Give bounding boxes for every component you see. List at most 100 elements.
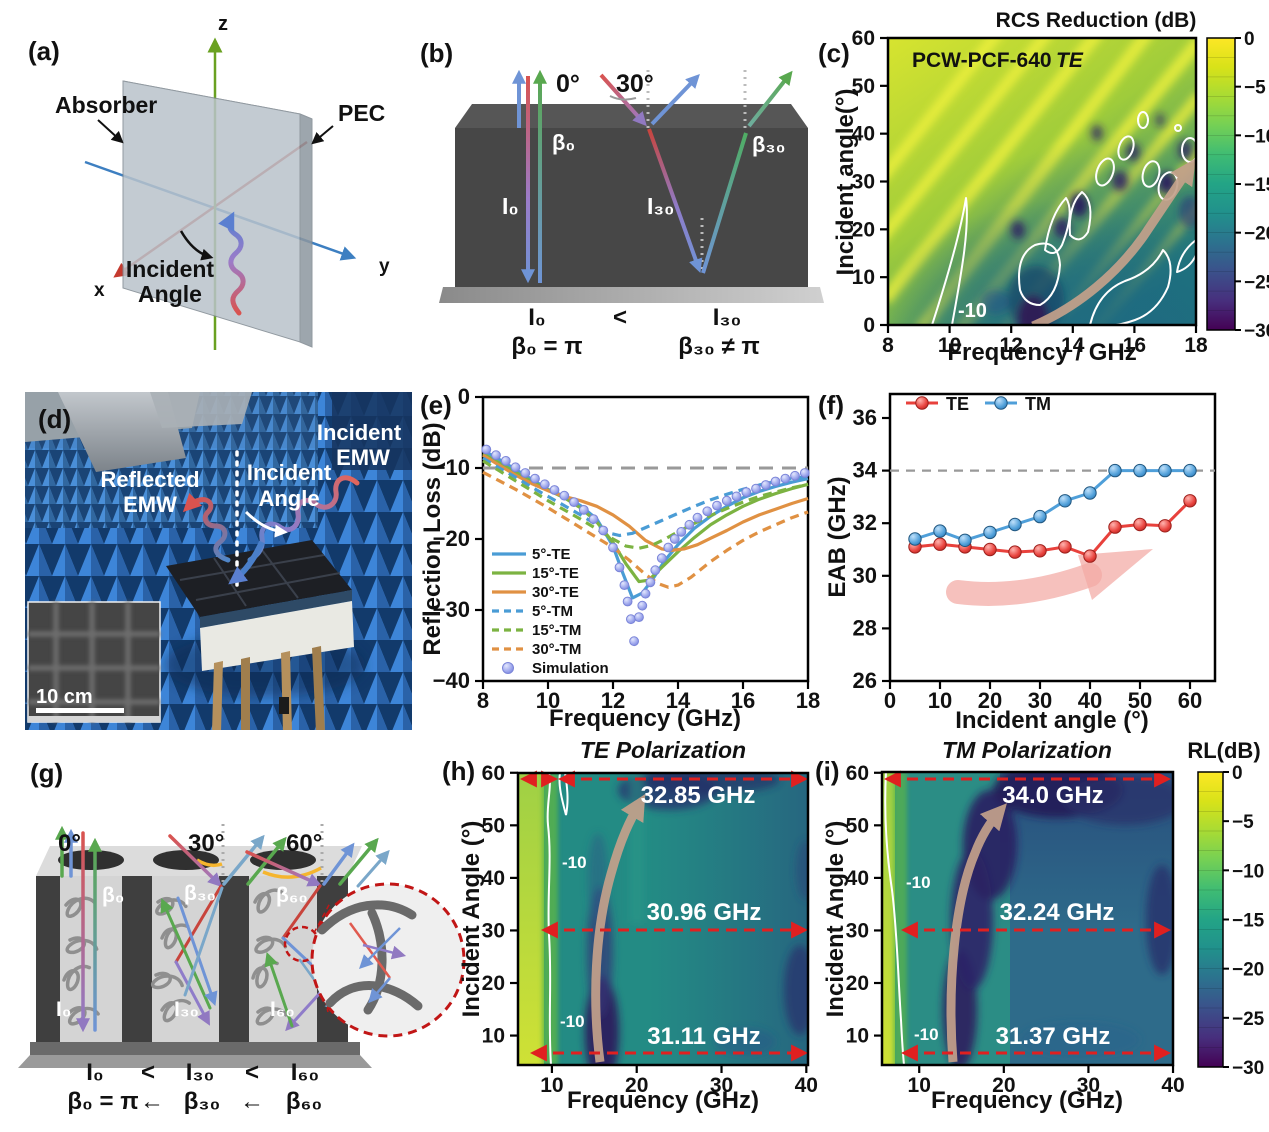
x-axis-label: x bbox=[94, 280, 105, 301]
svg-text:40: 40 bbox=[1078, 688, 1102, 713]
svg-text:20: 20 bbox=[978, 688, 1002, 713]
angle-arc-30deg bbox=[609, 95, 637, 101]
g-eq1-lt1: < bbox=[141, 1059, 155, 1086]
eq-beta0: β₀ = π bbox=[511, 333, 582, 360]
svg-text:−10: −10 bbox=[1244, 126, 1269, 147]
panel-label-g: (g) bbox=[30, 758, 63, 788]
panel-label-b: (b) bbox=[420, 38, 453, 68]
svg-text:−5: −5 bbox=[1232, 812, 1254, 833]
reflected-emw-label2: EMW bbox=[123, 492, 177, 517]
svg-text:60: 60 bbox=[852, 27, 875, 50]
incident-angle-label1: Incident bbox=[247, 460, 332, 485]
c-title: RCS Reduction (dB) bbox=[996, 9, 1197, 32]
svg-text:10: 10 bbox=[852, 266, 875, 289]
svg-text:60: 60 bbox=[482, 762, 505, 785]
svg-text:50: 50 bbox=[852, 75, 875, 98]
svg-text:10: 10 bbox=[536, 688, 560, 713]
svg-text:15°-TE: 15°-TE bbox=[532, 565, 579, 582]
svg-text:0: 0 bbox=[458, 384, 470, 409]
pec-pointer-arrow bbox=[311, 125, 334, 145]
g-deg60: 60° bbox=[286, 830, 322, 857]
h-xlabel: Frequency (GHz) bbox=[567, 1087, 759, 1114]
i-ann-mid: 32.24 GHz bbox=[1000, 899, 1115, 926]
g-deg30: 30° bbox=[188, 830, 224, 857]
h-ann-mid: 30.96 GHz bbox=[647, 899, 762, 926]
absorber-plate bbox=[122, 80, 313, 348]
absorber-label: Absorber bbox=[55, 92, 157, 118]
beta30-label: β₃₀ bbox=[752, 132, 786, 157]
h-axis-ticks: 10 20 30 40 10 20 30 40 50 60 bbox=[482, 762, 818, 1097]
z-axis-label: z bbox=[218, 13, 228, 35]
c-sample-label: PCW-PCF-640 bbox=[912, 49, 1052, 72]
panel-label-a: (a) bbox=[28, 36, 60, 66]
h-plot-frame bbox=[516, 771, 810, 1067]
pore-openings bbox=[58, 850, 316, 870]
svg-text:5°-TM: 5°-TM bbox=[532, 603, 573, 620]
svg-text:36: 36 bbox=[853, 405, 877, 430]
angle-arc-60 bbox=[262, 866, 322, 879]
g-i60: I₆₀ bbox=[270, 998, 295, 1021]
i-title: TM Polarization bbox=[942, 737, 1112, 763]
incident-angle-arc-arrow bbox=[179, 230, 214, 261]
panel-label-e: (e) bbox=[420, 390, 452, 420]
svg-text:−20: −20 bbox=[433, 526, 470, 551]
h-contour-label1: -10 bbox=[562, 853, 587, 872]
c-contour-label: -10 bbox=[958, 300, 987, 322]
svg-text:−10: −10 bbox=[1232, 861, 1264, 882]
incident-emw-label2: EMW bbox=[336, 445, 390, 470]
hi-colorbar bbox=[1197, 771, 1224, 1068]
i-ann-top: 34.0 GHz bbox=[1002, 782, 1103, 809]
svg-text:30°-TM: 30°-TM bbox=[532, 641, 581, 658]
c-polarization-label: TE bbox=[1056, 49, 1084, 72]
reflected-emw-wave bbox=[182, 492, 231, 563]
scalebar-label: 10 cm bbox=[36, 686, 93, 708]
panel-g-schematic: (g) bbox=[18, 758, 466, 1115]
g-eq2-ar2: ← bbox=[240, 1088, 264, 1115]
pink-trend-arrow-body bbox=[946, 563, 1102, 606]
absorber-pointer-arrow bbox=[97, 119, 124, 144]
i30-label: I₃₀ bbox=[647, 193, 674, 219]
incident-angle-label-line1: Incident bbox=[126, 256, 215, 282]
i-axis-ticks: 10 20 30 40 10 20 30 40 50 60 0 −5 −10 −15 −20 −25 −30 bbox=[846, 762, 1265, 1097]
svg-text:16: 16 bbox=[731, 688, 755, 713]
i-plot-frame bbox=[880, 770, 1175, 1067]
h-heat-field bbox=[518, 773, 808, 1065]
tan-trend-arrow-c bbox=[1031, 158, 1196, 325]
panel-b-schematic: (b) 0° 30° β₀ β₃₀ I₀ I₃₀ I₀ < I₃₀ β₀ = π… bbox=[420, 38, 824, 360]
svg-text:0: 0 bbox=[1244, 29, 1255, 50]
i-contour-label1: -10 bbox=[906, 873, 931, 892]
i-contour-label2: -10 bbox=[914, 1025, 939, 1044]
horn-antenna bbox=[58, 392, 186, 472]
svg-text:−5: −5 bbox=[1244, 78, 1266, 99]
g-eq2-b30: β₃₀ bbox=[184, 1088, 221, 1115]
svg-text:20: 20 bbox=[992, 1074, 1015, 1097]
c-absorption-blobs bbox=[981, 113, 1196, 325]
svg-text:10: 10 bbox=[482, 1025, 505, 1048]
g-eq2-b0: β₀ = π bbox=[67, 1088, 138, 1115]
svg-text:8: 8 bbox=[882, 334, 894, 357]
panel-f-eab: (f) 0 10 20 30 40 50 60 26 28 30 32 34 36 TE TM Incide… bbox=[818, 390, 1217, 734]
base-plate-front bbox=[18, 1055, 372, 1068]
panel-label-c: (c) bbox=[818, 38, 850, 68]
svg-text:18: 18 bbox=[1184, 334, 1208, 357]
svg-text:5°-TE: 5°-TE bbox=[532, 546, 571, 563]
svg-text:30: 30 bbox=[482, 919, 505, 942]
h-ann-bot: 31.11 GHz bbox=[647, 1023, 760, 1050]
svg-text:30: 30 bbox=[853, 563, 877, 588]
svg-text:20: 20 bbox=[852, 218, 875, 241]
scalebar bbox=[36, 708, 124, 713]
absorber-block-front bbox=[455, 128, 808, 287]
svg-text:40: 40 bbox=[482, 867, 505, 890]
g-i0: I₀ bbox=[56, 998, 71, 1021]
panel-label-h: (h) bbox=[442, 756, 475, 786]
panel-c-rcs-heatmap: (c) bbox=[818, 9, 1269, 366]
svg-text:10: 10 bbox=[908, 1074, 931, 1097]
e-xlabel: Frequency (GHz) bbox=[549, 705, 741, 732]
e-ylabel: Reflection Loss (dB) bbox=[419, 422, 446, 655]
eq-beta30: β₃₀ ≠ π bbox=[678, 333, 759, 360]
incident-emw-wave-arrow bbox=[218, 211, 246, 316]
svg-text:10: 10 bbox=[540, 1074, 563, 1097]
panel-label-i: (i) bbox=[815, 756, 840, 786]
